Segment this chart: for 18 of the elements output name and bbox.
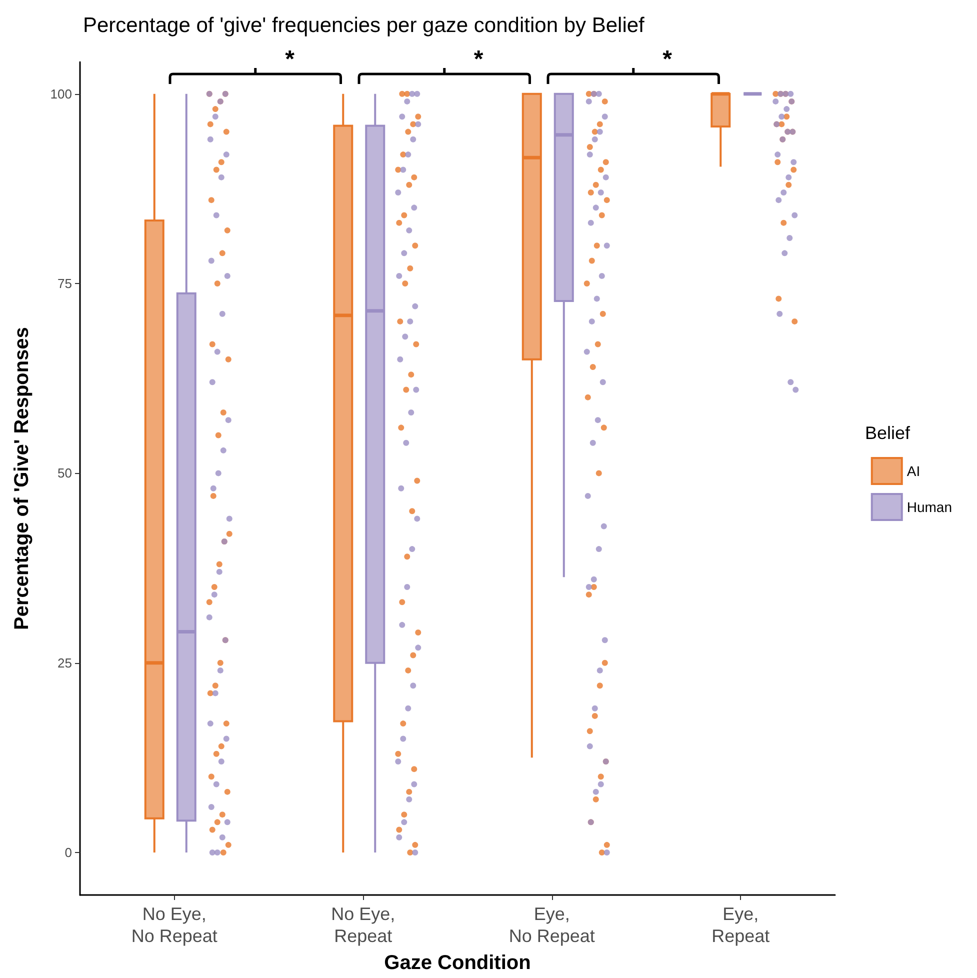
legend-title: Belief: [864, 423, 911, 443]
legend-label: Human: [906, 499, 952, 515]
y-tick-label: 0: [64, 845, 72, 860]
x-tick-label: Eye, Repeat: [712, 904, 770, 946]
x-tick-label: No Eye, Repeat: [331, 904, 396, 946]
y-tick-label: 50: [58, 466, 72, 481]
annotation: *: [662, 46, 672, 74]
y-axis-title: Percentage of 'Give' Responses: [11, 327, 33, 630]
x-tick-label: Eye, No Repeat: [508, 904, 595, 946]
annotation: *: [285, 46, 294, 74]
y-tick-label: 25: [58, 655, 72, 670]
annotation: *: [474, 46, 484, 74]
legend-label: AI: [906, 463, 920, 479]
x-axis-title: Gaze Condition: [384, 952, 531, 974]
x-tick-label: No Eye, No Repeat: [131, 904, 218, 946]
y-tick-label: 75: [58, 276, 72, 292]
y-tick-label: 100: [50, 86, 72, 102]
chart-title: Percentage of 'give' frequencies per gaze condition by Belief: [83, 14, 645, 37]
